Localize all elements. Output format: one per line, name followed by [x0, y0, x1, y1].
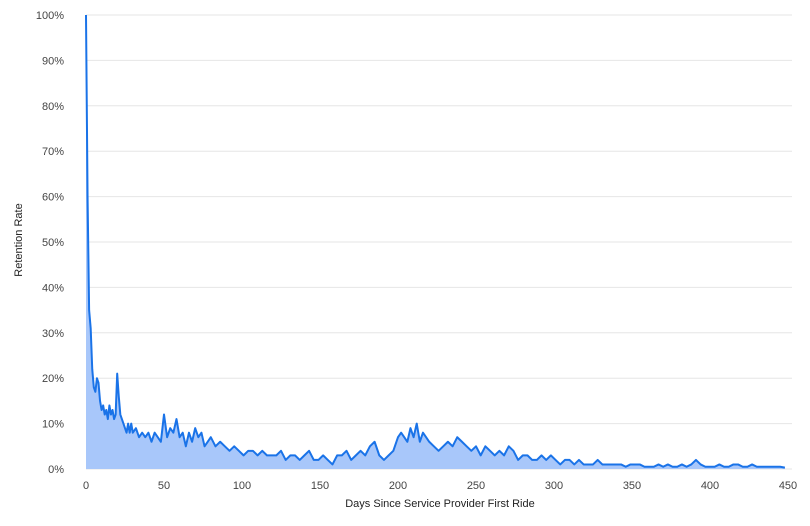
- y-tick-label: 10%: [42, 419, 64, 431]
- x-tick-label: 200: [389, 480, 407, 492]
- y-axis-title: Retention Rate: [13, 203, 25, 276]
- x-axis-title: Days Since Service Provider First Ride: [345, 498, 535, 510]
- y-tick-label: 60%: [42, 192, 64, 204]
- x-tick-label: 50: [158, 480, 170, 492]
- x-tick-label: 400: [701, 480, 719, 492]
- x-tick-label: 450: [779, 480, 797, 492]
- x-tick-label: 150: [311, 480, 329, 492]
- y-axis-ticks: 0% 10% 20% 30% 40% 50% 60% 70% 80% 90% 100%: [36, 10, 64, 476]
- y-tick-label: 100%: [36, 10, 64, 22]
- x-tick-label: 300: [545, 480, 563, 492]
- area-series: [85, 14, 786, 469]
- x-axis-ticks: 0 50 100 150 200 250 300 350 400 450: [83, 480, 797, 492]
- y-tick-label: 90%: [42, 55, 64, 67]
- y-tick-label: 40%: [42, 282, 64, 294]
- y-tick-label: 70%: [42, 146, 64, 158]
- y-tick-label: 30%: [42, 328, 64, 340]
- x-tick-label: 350: [623, 480, 641, 492]
- x-tick-label: 0: [83, 480, 89, 492]
- x-tick-label: 250: [467, 480, 485, 492]
- x-tick-label: 100: [233, 480, 251, 492]
- grid-lines: [86, 14, 792, 470]
- y-tick-label: 80%: [42, 101, 64, 113]
- y-tick-label: 50%: [42, 237, 64, 249]
- y-tick-label: 20%: [42, 373, 64, 385]
- y-tick-label: 0%: [48, 464, 64, 476]
- series-line: [85, 14, 786, 469]
